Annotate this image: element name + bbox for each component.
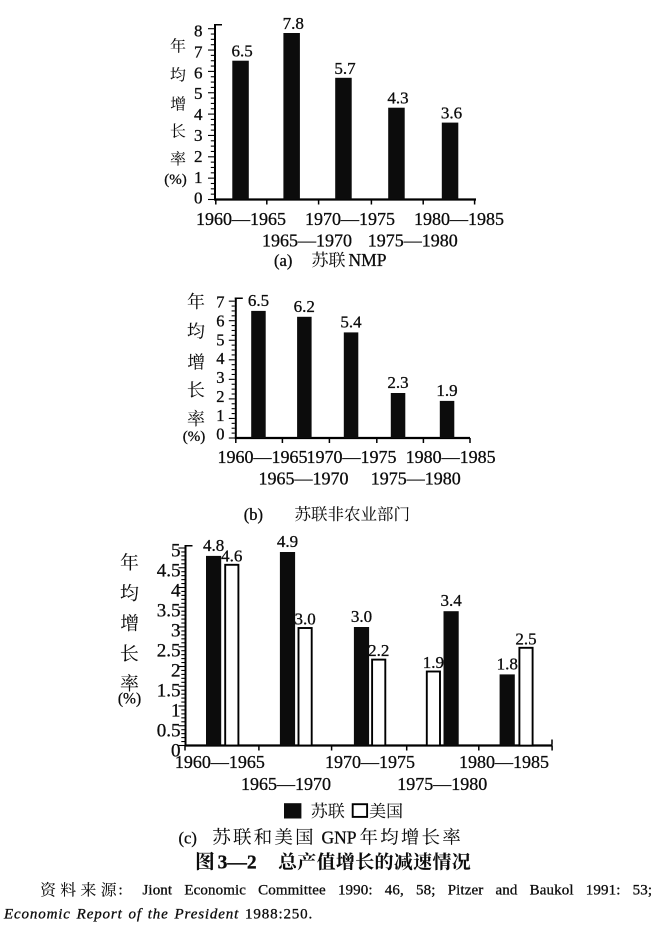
svg-text:2: 2 — [216, 387, 224, 406]
svg-text:1: 1 — [216, 406, 224, 425]
svg-text:2.5: 2.5 — [515, 629, 536, 648]
svg-text:1965—1970: 1965—1970 — [262, 231, 352, 251]
svg-text:2: 2 — [171, 661, 181, 682]
svg-text:5: 5 — [216, 330, 224, 349]
svg-text:1.9: 1.9 — [436, 381, 457, 400]
svg-text:1960—1965: 1960—1965 — [196, 209, 286, 229]
svg-text:3: 3 — [171, 621, 181, 642]
svg-text:5: 5 — [194, 84, 203, 103]
svg-text:1: 1 — [194, 168, 203, 187]
svg-text:3.0: 3.0 — [351, 607, 372, 626]
svg-text:GNP: GNP — [322, 828, 357, 848]
svg-text:7: 7 — [216, 293, 224, 312]
svg-text:3: 3 — [216, 368, 224, 387]
svg-text:NMP: NMP — [349, 250, 387, 270]
svg-text:2: 2 — [194, 147, 203, 166]
svg-text:4: 4 — [216, 349, 224, 368]
svg-text:7: 7 — [194, 42, 203, 61]
svg-text::: : — [119, 883, 123, 899]
svg-text:6: 6 — [194, 63, 203, 82]
svg-text:4.8: 4.8 — [203, 536, 224, 555]
svg-text:1970—1975: 1970—1975 — [305, 209, 395, 229]
svg-text:(%): (%) — [164, 172, 187, 188]
svg-text:1.9: 1.9 — [423, 653, 444, 672]
svg-text:6.5: 6.5 — [231, 42, 252, 61]
svg-text:5.4: 5.4 — [340, 312, 362, 331]
svg-text:2.5: 2.5 — [157, 641, 181, 662]
svg-text:4.5: 4.5 — [157, 561, 181, 582]
svg-text:5.7: 5.7 — [334, 59, 356, 78]
svg-text:1975—1980: 1975—1980 — [368, 231, 458, 251]
svg-text:3.5: 3.5 — [157, 601, 181, 622]
svg-text:(c): (c) — [179, 829, 197, 848]
svg-text:1970—1975: 1970—1975 — [325, 752, 415, 772]
svg-text:2.2: 2.2 — [368, 641, 389, 660]
svg-text:5: 5 — [171, 541, 181, 562]
svg-text:Economic Report of the Preside: Economic Report of the President 1988:25… — [3, 907, 313, 923]
svg-text:1980—1985: 1980—1985 — [414, 209, 504, 229]
svg-text:(b): (b) — [244, 505, 263, 524]
svg-text:0.5: 0.5 — [157, 721, 181, 742]
svg-text:1960—1965: 1960—1965 — [218, 447, 308, 467]
svg-text:2.3: 2.3 — [387, 373, 408, 392]
svg-text:1: 1 — [171, 701, 181, 722]
svg-text:1965—1970: 1965—1970 — [259, 469, 349, 489]
svg-text:6.2: 6.2 — [294, 297, 315, 316]
svg-text:3.6: 3.6 — [441, 104, 462, 123]
svg-text:4.3: 4.3 — [387, 89, 408, 108]
svg-text:4: 4 — [194, 105, 203, 124]
svg-text:1975—1980: 1975—1980 — [371, 469, 461, 489]
svg-text:3.0: 3.0 — [294, 610, 315, 629]
svg-text:4.6: 4.6 — [221, 546, 242, 565]
svg-text:(%): (%) — [183, 429, 206, 445]
svg-text:1965—1970: 1965—1970 — [241, 774, 331, 794]
svg-text:8: 8 — [194, 22, 203, 41]
svg-text:1980—1985: 1980—1985 — [459, 752, 549, 772]
svg-text:(a): (a) — [274, 251, 292, 270]
svg-text:4.9: 4.9 — [277, 532, 298, 551]
svg-text:3.4: 3.4 — [440, 591, 462, 610]
svg-text:6.5: 6.5 — [248, 291, 269, 310]
svg-text:7.8: 7.8 — [283, 14, 304, 33]
svg-text:0: 0 — [194, 189, 203, 208]
svg-text:1970—1975: 1970—1975 — [307, 447, 397, 467]
svg-text:1975—1980: 1975—1980 — [397, 774, 487, 794]
svg-text:3—2: 3—2 — [218, 853, 257, 874]
svg-text:Jiont Economic Committee 1990:: Jiont Economic Committee 1990: 46, 58; P… — [143, 883, 653, 899]
svg-text:(%): (%) — [118, 691, 141, 708]
svg-text:1960—1965: 1960—1965 — [175, 752, 265, 772]
svg-text:4: 4 — [171, 581, 181, 602]
svg-text:1980—1985: 1980—1985 — [406, 447, 496, 467]
svg-text:3: 3 — [194, 126, 203, 145]
svg-text:6: 6 — [216, 311, 224, 330]
svg-text:0: 0 — [171, 741, 181, 762]
svg-text:0: 0 — [216, 425, 224, 444]
svg-text:1.8: 1.8 — [497, 654, 518, 673]
svg-text:1.5: 1.5 — [157, 681, 181, 702]
